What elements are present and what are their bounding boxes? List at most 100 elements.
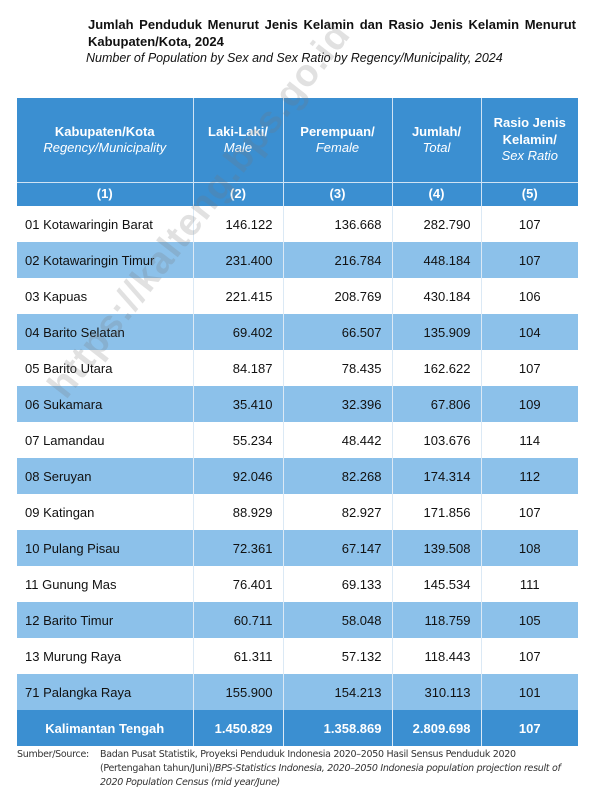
table-row: 11 Gunung Mas 76.401 69.133 145.534 111 [17, 566, 578, 602]
cell-value: 103.676 [392, 422, 482, 458]
cell-value: 88.929 [193, 494, 284, 530]
column-header: Rasio Jenis Kelamin/Sex Ratio [481, 98, 578, 183]
cell-value: 155.900 [193, 674, 284, 710]
column-label: Kabupaten/Kota [54, 123, 155, 139]
table-row: 03 Kapuas 221.415 208.769 430.184 106 [17, 278, 578, 314]
cell-value: 112 [481, 458, 578, 494]
cell-value: 67.806 [392, 386, 482, 422]
column-label-en: Total [422, 140, 451, 155]
cell-value: 154.213 [283, 674, 393, 710]
cell-value: 136.668 [283, 206, 393, 242]
table-row: 02 Kotawaringin Timur 231.400 216.784 448.1… [17, 242, 578, 278]
region-name: 07 Lamandau [17, 422, 194, 458]
cell-value: 60.711 [193, 602, 284, 638]
cell-value: 78.435 [283, 350, 393, 386]
table-row: 13 Murung Raya 61.311 57.132 118.443 107 [17, 638, 578, 674]
cell-value: 107 [481, 242, 578, 278]
cell-value: 57.132 [283, 638, 393, 674]
cell-value: 221.415 [193, 278, 284, 314]
table-row: 06 Sukamara 35.410 32.396 67.806 109 [17, 386, 578, 422]
cell-value: 35.410 [193, 386, 284, 422]
table-row: 09 Katingan 88.929 82.927 171.856 107 [17, 494, 578, 530]
column-header: Jumlah/Total [392, 98, 482, 183]
table-row: 71 Palangka Raya 155.900 154.213 310.113 101 [17, 674, 578, 710]
cell-value: 67.147 [283, 530, 393, 566]
cell-value: 231.400 [193, 242, 284, 278]
cell-value: 104 [481, 314, 578, 350]
cell-value: 82.268 [283, 458, 393, 494]
total-value: 1.450.829 [193, 710, 284, 746]
column-label: Jumlah/ [411, 123, 462, 139]
region-name: 10 Pulang Pisau [17, 530, 194, 566]
cell-value: 114 [481, 422, 578, 458]
cell-value: 69.402 [193, 314, 284, 350]
cell-value: 48.442 [283, 422, 393, 458]
cell-value: 108 [481, 530, 578, 566]
cell-value: 111 [481, 566, 578, 602]
cell-value: 174.314 [392, 458, 482, 494]
region-name: 71 Palangka Raya [17, 674, 194, 710]
region-name: 08 Seruyan [17, 458, 194, 494]
cell-value: 118.759 [392, 602, 482, 638]
table-row: 07 Lamandau 55.234 48.442 103.676 114 [17, 422, 578, 458]
region-name: 01 Kotawaringin Barat [17, 206, 194, 242]
cell-value: 107 [481, 206, 578, 242]
cell-value: 105 [481, 602, 578, 638]
region-name: 04 Barito Selatan [17, 314, 194, 350]
column-header: Kabupaten/Kota Regency/Municipality [17, 98, 194, 183]
source-text: Badan Pusat Statistik, Proyeksi Penduduk… [100, 749, 516, 774]
region-name: 09 Katingan [17, 494, 194, 530]
column-number: (5) [481, 182, 578, 206]
population-table: Kabupaten/Kota Regency/Municipality Laki-L… [17, 98, 578, 746]
region-name: 13 Murung Raya [17, 638, 194, 674]
cell-value: 282.790 [392, 206, 482, 242]
cell-value: 145.534 [392, 566, 482, 602]
cell-value: 310.113 [392, 674, 482, 710]
source-label: Sumber/Source: [17, 749, 89, 760]
column-label-en: Sex Ratio [501, 148, 558, 164]
region-name: 03 Kapuas [17, 278, 194, 314]
column-label-en: Regency/Municipality [43, 140, 167, 155]
column-header: Laki-Laki/Male [193, 98, 284, 183]
region-name: 05 Barito Utara [17, 350, 194, 386]
cell-value: 208.769 [283, 278, 393, 314]
cell-value: 69.133 [283, 566, 393, 602]
table-row: 01 Kotawaringin Barat 146.122 136.668 282.7… [17, 206, 578, 242]
table-row: 12 Barito Timur 60.711 58.048 118.759 105 [17, 602, 578, 638]
cell-value: 118.443 [392, 638, 482, 674]
cell-value: 58.048 [283, 602, 393, 638]
cell-value: 162.622 [392, 350, 482, 386]
title: Jumlah Penduduk Menurut Jenis Kelamin da… [88, 17, 576, 49]
column-label-en: Male [223, 140, 253, 155]
column-header: Perempuan/Female [283, 98, 393, 183]
column-label: Rasio Jenis Kelamin/ [493, 115, 566, 147]
column-label: Laki-Laki/ [208, 123, 268, 139]
table-row: 04 Barito Selatan 69.402 66.507 135.909 104 [17, 314, 578, 350]
footer: Sumber/Source: Badan Pusat Statistik, Pr… [17, 748, 578, 790]
region-name: 06 Sukamara [17, 386, 194, 422]
cell-value: 76.401 [193, 566, 284, 602]
column-number: (3) [283, 182, 393, 206]
cell-value: 55.234 [193, 422, 284, 458]
region-name: 02 Kotawaringin Timur [17, 242, 194, 278]
cell-value: 146.122 [193, 206, 284, 242]
cell-value: 107 [481, 638, 578, 674]
region-name: 11 Gunung Mas [17, 566, 194, 602]
cell-value: 72.361 [193, 530, 284, 566]
cell-value: 109 [481, 386, 578, 422]
column-label-en: Female [315, 140, 360, 155]
cell-value: 66.507 [283, 314, 393, 350]
column-number: (4) [392, 182, 482, 206]
total-value: 107 [481, 710, 578, 746]
column-number: (2) [193, 182, 284, 206]
cell-value: 107 [481, 494, 578, 530]
cell-value: 216.784 [283, 242, 393, 278]
cell-value: 139.508 [392, 530, 482, 566]
cell-value: 107 [481, 350, 578, 386]
source-text-en: BPS-Statistics Indonesia, 2020–2050 Indo… [100, 763, 561, 788]
region-name: 12 Barito Timur [17, 602, 194, 638]
cell-value: 106 [481, 278, 578, 314]
cell-value: 448.184 [392, 242, 482, 278]
table-row: 08 Seruyan 92.046 82.268 174.314 112 [17, 458, 578, 494]
